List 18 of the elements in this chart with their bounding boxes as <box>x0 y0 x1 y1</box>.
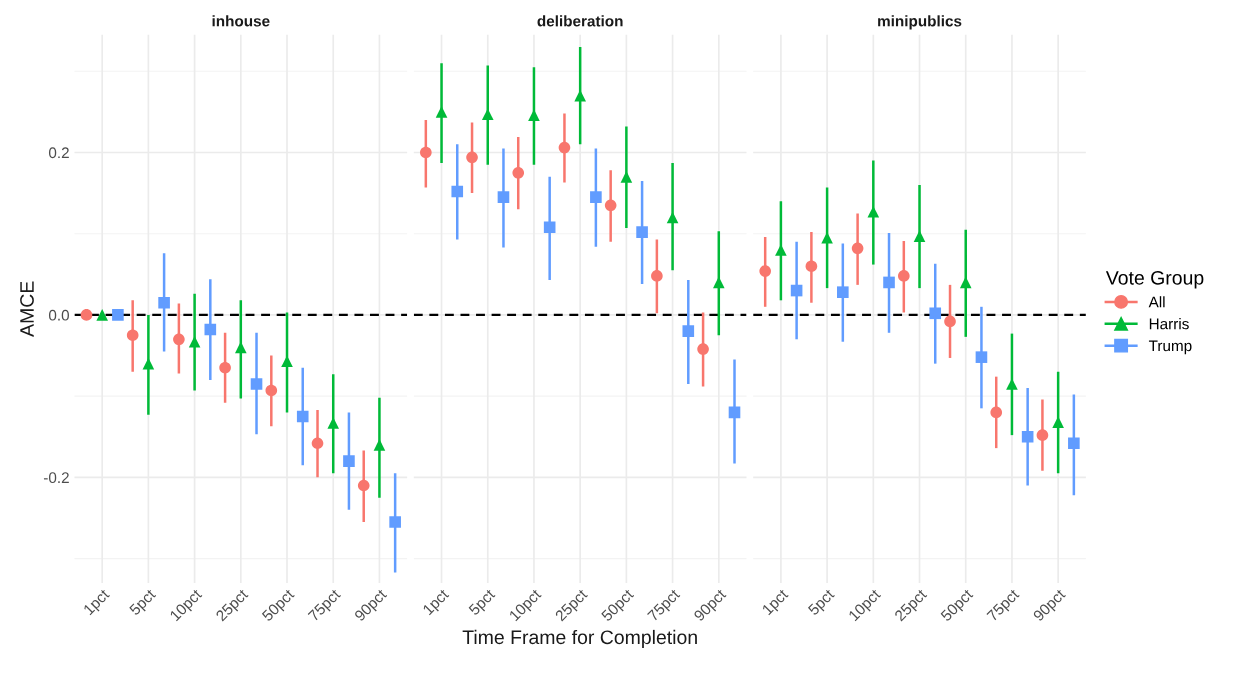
legend-title: Vote Group <box>1105 270 1204 289</box>
x-tick-label: 5pct <box>807 588 838 618</box>
chart-title: inhouse <box>212 15 270 27</box>
x-tick-label: 5pct <box>468 588 498 618</box>
x-tick-label: 5pct <box>128 588 159 618</box>
y-axis-title: AMCE <box>20 281 34 337</box>
y-tick-label: 0.2 <box>48 147 69 159</box>
legend-label: Trump <box>1148 340 1192 355</box>
x-tick-label: 1pct <box>422 588 452 618</box>
x-tick-label: 1pct <box>82 588 113 618</box>
y-tick-label: -0.2 <box>43 472 69 484</box>
legend-label: Harris <box>1149 318 1189 330</box>
y-tick-label: 0.0 <box>48 309 69 321</box>
chart-title: minipublics <box>878 15 962 30</box>
chart-title: deliberation <box>537 15 623 27</box>
legend-label: All <box>1148 296 1165 308</box>
x-axis-title: Time Frame for Completion <box>462 629 697 648</box>
x-tick-label: 1pct <box>761 588 791 618</box>
